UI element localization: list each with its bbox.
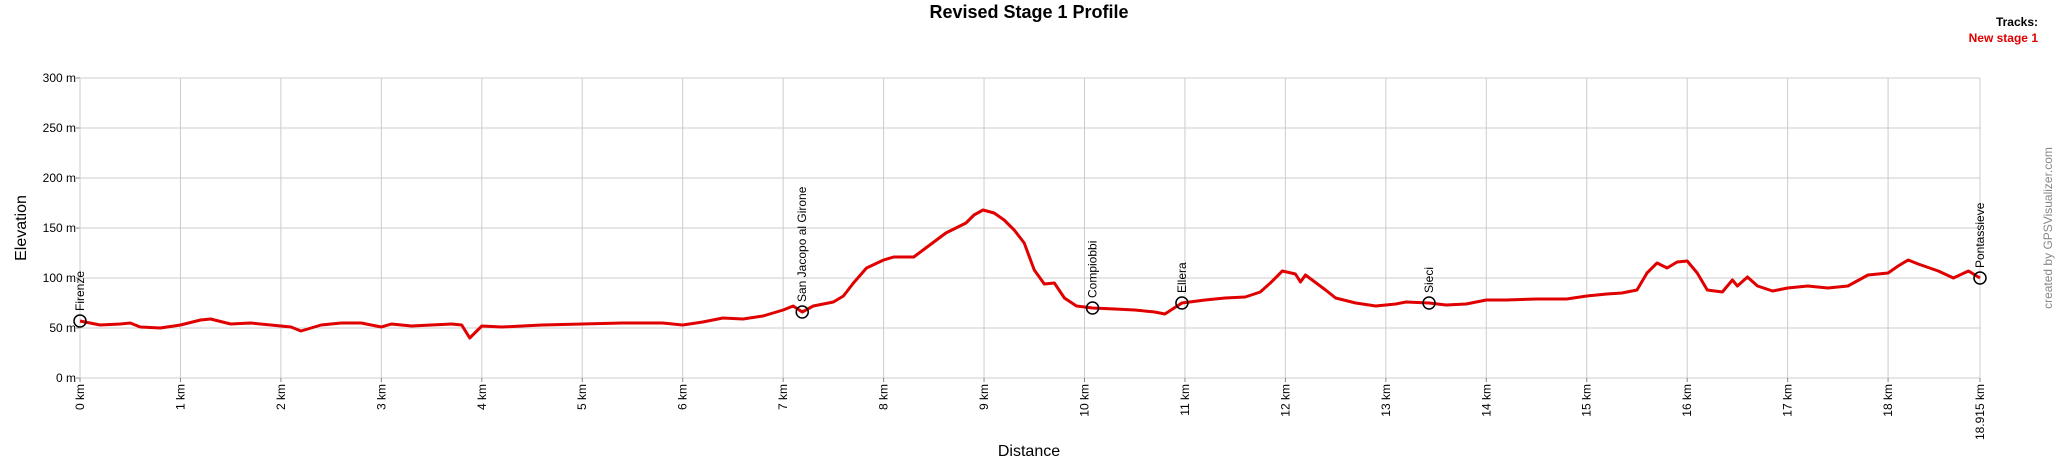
x-tick-label: 16 km (1680, 384, 1694, 417)
waypoint (1422, 296, 1436, 310)
elevation-line (79, 208, 1981, 340)
x-tick-label: 9 km (977, 384, 991, 410)
waypoint-label: Pontassieve (1973, 202, 1987, 268)
x-tick-label: 8 km (877, 384, 891, 410)
y-tick-label: 200 m (43, 171, 76, 185)
y-tick-label: 250 m (43, 121, 76, 135)
waypoint-label: Firenze (73, 271, 87, 311)
waypoint-label: San Jacopo al Girone (795, 186, 809, 302)
x-tick-label: 7 km (776, 384, 790, 410)
x-tick-label: 5 km (575, 384, 589, 410)
y-tick-label: 150 m (43, 221, 76, 235)
x-tick-label: 13 km (1379, 384, 1393, 417)
x-tick-label: 0 km (73, 384, 87, 410)
x-tick-label: 15 km (1580, 384, 1594, 417)
x-tick-label: 12 km (1278, 384, 1292, 417)
x-tick-label: 11 km (1178, 384, 1192, 416)
x-tick-label: 10 km (1077, 384, 1091, 417)
x-axis-title: Distance (998, 443, 1060, 460)
waypoint (73, 314, 87, 328)
legend-entry: New stage 1 (1969, 31, 2039, 45)
x-tick-label: 18 km (1881, 384, 1895, 417)
x-tick-label: 6 km (676, 384, 690, 410)
x-tick-label: 3 km (374, 384, 388, 410)
chart-title: Revised Stage 1 Profile (929, 2, 1128, 22)
waypoint-label: Ellera (1175, 262, 1189, 293)
y-axis-title: Elevation (13, 195, 30, 261)
x-tick-label: 2 km (274, 384, 288, 410)
waypoint (1085, 301, 1100, 315)
waypoint (795, 305, 809, 319)
waypoint-label: Sieci (1422, 267, 1436, 293)
waypoint (1175, 296, 1189, 310)
x-tick-label: 1 km (173, 384, 187, 410)
waypoint-label: Compiobbi (1086, 241, 1100, 298)
y-tick-label: 100 m (43, 271, 76, 285)
y-tick-label: 50 m (49, 321, 76, 335)
x-tick-label: 14 km (1479, 384, 1493, 417)
x-tick-label: 17 km (1781, 384, 1795, 417)
credit: created by GPSVisualizer.com (2041, 147, 2055, 309)
x-tick-label: 18.915 km (1973, 384, 1987, 440)
x-tick-label: 4 km (475, 384, 489, 410)
waypoint (1973, 271, 1987, 285)
y-tick-label: 300 m (43, 71, 76, 85)
legend-title: Tracks: (1996, 15, 2038, 29)
y-tick-label: 0 m (56, 371, 76, 385)
